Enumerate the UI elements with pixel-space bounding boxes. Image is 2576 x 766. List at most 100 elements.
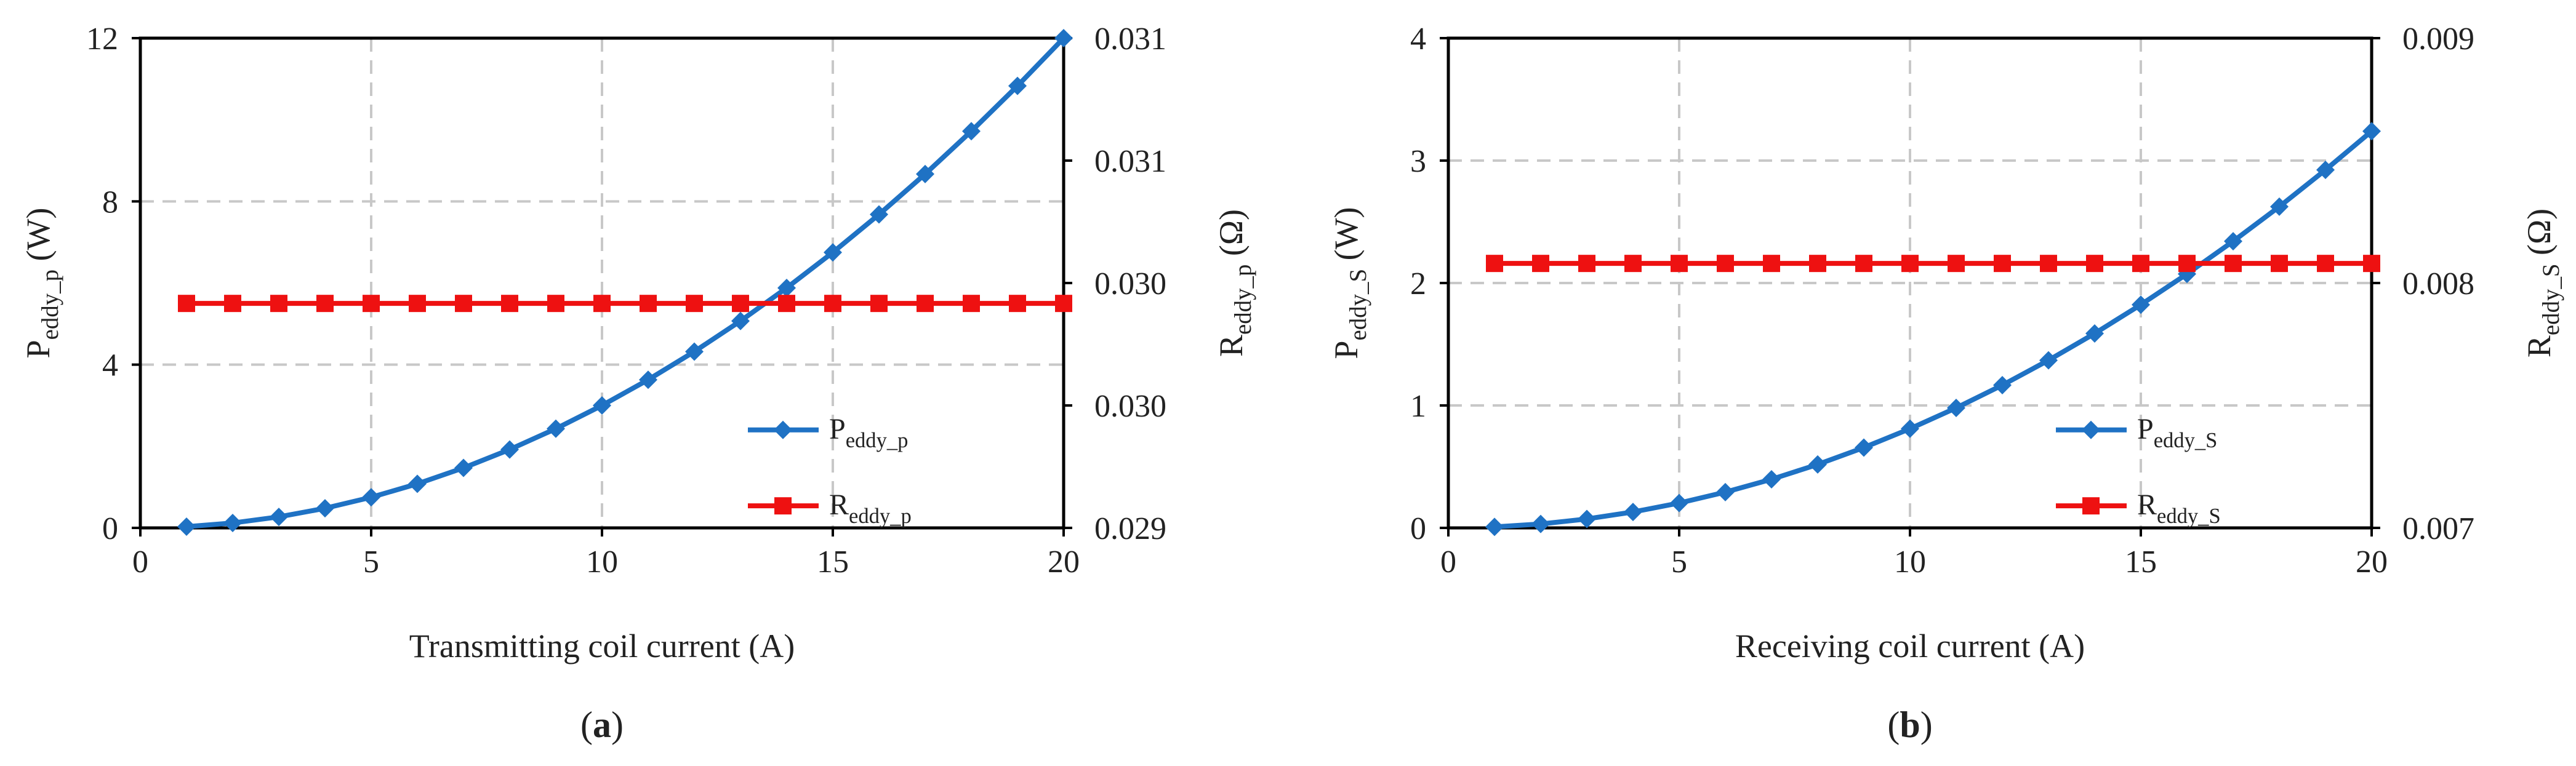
panel-label-open: ( bbox=[580, 704, 593, 745]
x-axis-label: Receiving coil current (A) bbox=[1735, 628, 2085, 664]
data-point-Reddy_p bbox=[963, 295, 980, 313]
legend-marker-Reddy_p bbox=[774, 497, 792, 515]
data-point-Peddy_p bbox=[1008, 76, 1027, 95]
data-point-Reddy_p bbox=[547, 295, 564, 313]
data-point-Reddy_S bbox=[1763, 255, 1780, 273]
legend-label-Reddy_S: Reddy_S bbox=[2137, 489, 2221, 528]
x-tick-label: 15 bbox=[2125, 545, 2157, 580]
plot-frame bbox=[138, 36, 1065, 530]
y-right-tick-label: 0.031 bbox=[1094, 144, 1166, 179]
data-point-Reddy_p bbox=[778, 295, 795, 313]
y-left-tick-label: 2 bbox=[1410, 266, 1426, 301]
data-point-Peddy_p bbox=[223, 514, 242, 533]
x-tick-label: 0 bbox=[132, 545, 148, 580]
y-left-axis-label-unit: (W) bbox=[1328, 207, 1365, 268]
panel-label-letter: b bbox=[1900, 704, 1920, 745]
data-point-Peddy_S bbox=[1762, 469, 1781, 489]
data-point-Reddy_p bbox=[178, 295, 195, 313]
data-point-Peddy_S bbox=[1808, 455, 1827, 474]
data-point-Peddy_p bbox=[547, 419, 565, 438]
data-point-Peddy_p bbox=[177, 517, 196, 537]
data-point-Peddy_p bbox=[639, 370, 657, 389]
panel-label-letter: a bbox=[593, 704, 611, 745]
legend-marker-Peddy_S bbox=[2082, 420, 2100, 439]
legend-label-Reddy_p: Reddy_p bbox=[829, 489, 912, 528]
data-point-Peddy_S bbox=[2039, 351, 2058, 370]
x-tick-label: 10 bbox=[1894, 545, 1926, 580]
data-point-Reddy_p bbox=[316, 295, 334, 313]
data-point-Peddy_p bbox=[685, 342, 704, 361]
data-point-Peddy_p bbox=[1054, 29, 1073, 47]
data-point-Reddy_p bbox=[870, 295, 888, 313]
data-point-Reddy_S bbox=[2225, 255, 2242, 273]
y-left-tick-label: 0 bbox=[1410, 511, 1426, 546]
data-point-Peddy_S bbox=[1485, 517, 1504, 537]
data-point-Peddy_S bbox=[1855, 438, 1873, 457]
data-point-Peddy_S bbox=[2132, 295, 2150, 314]
y-right-axis-label-main: R bbox=[1213, 335, 1250, 357]
legend-label-Reddy_p-main: R bbox=[829, 489, 849, 521]
y-right-axis-label-sub: eddy_S bbox=[2538, 263, 2564, 335]
data-point-Peddy_S bbox=[2316, 161, 2335, 180]
data-point-Reddy_p bbox=[363, 295, 380, 313]
data-point-Reddy_p bbox=[455, 295, 472, 313]
data-point-Peddy_S bbox=[1716, 482, 1735, 501]
data-point-Reddy_S bbox=[2363, 255, 2380, 273]
x-tick-label: 20 bbox=[1048, 545, 1080, 580]
data-point-Peddy_S bbox=[1578, 509, 1596, 529]
legend-label-Peddy_S: Peddy_S bbox=[2137, 413, 2217, 452]
data-point-Peddy_p bbox=[270, 508, 288, 527]
data-point-Reddy_S bbox=[2132, 255, 2149, 273]
data-point-Peddy_S bbox=[2270, 197, 2289, 216]
data-point-Reddy_p bbox=[593, 295, 611, 313]
data-point-Reddy_p bbox=[501, 295, 518, 313]
data-point-Reddy_S bbox=[2317, 255, 2334, 273]
data-point-Reddy_S bbox=[1717, 255, 1734, 273]
y-left-axis-label-main: P bbox=[1328, 341, 1365, 359]
data-point-Peddy_p bbox=[362, 488, 380, 507]
data-point-Reddy_S bbox=[2086, 255, 2103, 273]
y-right-axis-label: Reddy_p (Ω) bbox=[1213, 209, 1256, 357]
x-tick-label: 5 bbox=[363, 545, 379, 580]
data-point-Reddy_p bbox=[732, 295, 749, 313]
series-line-Peddy_S bbox=[1494, 129, 2373, 530]
data-point-Peddy_S bbox=[1901, 419, 1919, 438]
legend-label-Peddy_p-sub: eddy_p bbox=[846, 429, 909, 452]
y-left-tick-label: 8 bbox=[102, 185, 118, 220]
data-point-Reddy_p bbox=[917, 295, 934, 313]
y-left-tick-label: 4 bbox=[1410, 22, 1426, 57]
data-point-Reddy_S bbox=[1809, 255, 1826, 273]
data-point-Reddy_S bbox=[2040, 255, 2057, 273]
y-right-tick-label: 0.029 bbox=[1094, 511, 1166, 546]
y-left-axis-label: Peddy_p (W) bbox=[20, 208, 63, 359]
y-left-axis-label-main: P bbox=[20, 340, 57, 358]
legend-marker-Reddy_S bbox=[2082, 497, 2100, 515]
legend-label-Peddy_p: Peddy_p bbox=[829, 413, 908, 452]
data-point-Peddy_p bbox=[777, 278, 796, 297]
data-point-Reddy_p bbox=[824, 295, 841, 313]
data-point-Reddy_S bbox=[1532, 255, 1549, 273]
y-right-tick-label: 0.031 bbox=[1094, 22, 1166, 57]
data-point-Reddy_p bbox=[686, 295, 703, 313]
y-left-axis-label-unit: (W) bbox=[20, 208, 57, 269]
data-point-Peddy_p bbox=[500, 440, 519, 459]
panel-label: (b) bbox=[1887, 704, 1932, 745]
data-point-Peddy_p bbox=[731, 311, 750, 330]
data-point-Peddy_p bbox=[454, 458, 473, 477]
data-point-Reddy_S bbox=[1578, 255, 1595, 273]
y-right-tick-label: 0.009 bbox=[2402, 22, 2474, 57]
y-left-tick-label: 3 bbox=[1410, 144, 1426, 179]
panel-label-close: ) bbox=[1920, 704, 1933, 745]
legend-label-Reddy_S-sub: eddy_S bbox=[2157, 505, 2221, 528]
data-point-Peddy_S bbox=[2362, 122, 2381, 141]
chart-a: 0 5 10 15 20 0 4 8 12 0.029 0.030 0.030 0.031 0.031 Pe… bbox=[20, 22, 1256, 745]
data-point-Reddy_p bbox=[640, 295, 657, 313]
data-point-Peddy_p bbox=[916, 164, 934, 183]
x-tick-label: 0 bbox=[1440, 545, 1456, 580]
y-left-tick-label: 0 bbox=[102, 511, 118, 546]
y-right-tick-label: 0.030 bbox=[1094, 266, 1166, 301]
y-right-axis-label-unit: (Ω) bbox=[1213, 209, 1250, 265]
data-point-Peddy_S bbox=[1624, 503, 1642, 522]
legend-marker-Peddy_p bbox=[774, 420, 792, 439]
